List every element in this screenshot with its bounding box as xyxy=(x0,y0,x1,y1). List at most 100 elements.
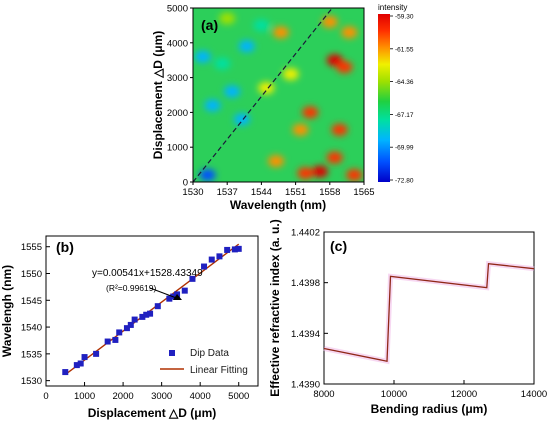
dip-data-point xyxy=(139,313,146,320)
scatter-y-tick-label: 1530 xyxy=(21,376,42,387)
dip-data-point xyxy=(216,253,223,260)
dip-data-point xyxy=(81,354,88,361)
heatmap-x-tick-label: 1558 xyxy=(319,187,340,198)
line-y-ticks: 1.4390 1.4394 1.4398 1.4402 xyxy=(291,228,328,391)
scatter-x-tick-label: 2000 xyxy=(113,391,134,402)
heatmap-x-tick-label: 1530 xyxy=(182,187,203,198)
panel-a: (a) 1530 1537 1544 1551 1558 1565 0 1000 2000 30… xyxy=(151,3,414,212)
heatmap-y-tick-label: 4000 xyxy=(167,38,188,49)
heatmap-feature xyxy=(268,155,285,168)
scatter-x-tick-label: 0 xyxy=(43,391,48,402)
heatmap-y-tick-label: 1000 xyxy=(167,143,188,154)
line-plot-frame xyxy=(323,231,535,385)
index-curve-line xyxy=(323,262,535,362)
index-curve-glow xyxy=(323,260,535,365)
heatmap-feature xyxy=(238,40,255,53)
dip-data-point xyxy=(208,256,215,263)
dip-data-point xyxy=(154,303,161,310)
heatmap-feature xyxy=(219,12,236,25)
panel-c: 8000 10000 12000 14000 1.43901.43941.43981.… xyxy=(268,219,547,416)
heatmap-y-ticks: 0 1000 2000 3000 4000 5000 xyxy=(167,4,193,189)
scatter-x-tick-label: 4000 xyxy=(190,391,211,402)
heatmap-feature xyxy=(199,169,216,182)
line-x-tick-label: 10000 xyxy=(381,389,407,400)
equation-arrow-shaft xyxy=(149,287,180,300)
heatmap-feature xyxy=(341,26,358,39)
dip-data-point xyxy=(93,350,100,357)
heatmap-features xyxy=(194,12,363,182)
dip-data-point xyxy=(181,287,188,294)
scatter-y-tick-label: 1545 xyxy=(21,296,42,307)
equation-arrow-head xyxy=(173,294,182,300)
colorbar xyxy=(378,14,390,182)
heatmap-feature xyxy=(302,106,319,119)
dip-data-point xyxy=(147,310,154,317)
dip-data-points xyxy=(62,245,242,376)
panel-b: 0 1000 2000 3000 4000 5000 153015351540154515… xyxy=(0,235,259,420)
scatter-x-tick-label: 1000 xyxy=(74,391,95,402)
heatmap-feature xyxy=(272,26,289,39)
line-x-axis-label: Bending radius (μm) xyxy=(371,402,488,416)
line-y-tick-label: 1.4398 xyxy=(291,278,320,289)
scatter-x-axis-label: Displacement △D (μm) xyxy=(88,406,217,420)
scatter-plot-frame xyxy=(45,235,259,387)
heatmap-feature xyxy=(326,151,343,164)
scatter-y-tick-label: 1540 xyxy=(21,323,42,334)
dip-data-point xyxy=(189,275,196,282)
heatmap-feature xyxy=(346,169,363,182)
heatmap-feature xyxy=(214,57,231,70)
dip-data-point xyxy=(201,263,208,270)
heatmap-y-tick-label: 5000 xyxy=(167,4,188,15)
dip-data-point xyxy=(73,362,80,369)
heatmap-y-tick-label: 2000 xyxy=(167,108,188,119)
line-x-tick-label: 14000 xyxy=(521,389,547,400)
dip-data-point xyxy=(131,316,138,323)
heatmap-y-tick-label: 3000 xyxy=(167,73,188,84)
colorbar-tick-label: -59.30 xyxy=(395,14,414,21)
scatter-y-tick-label: 1555 xyxy=(21,242,42,253)
heatmap-area xyxy=(193,8,364,182)
heatmap-feature xyxy=(297,167,314,180)
heatmap-feature xyxy=(258,82,275,95)
scatter-x-tick-label: 3000 xyxy=(151,391,172,402)
scatter-y-tick-label: 1550 xyxy=(21,269,42,280)
line-y-tick-label: 1.4390 xyxy=(291,380,320,391)
line-y-axis-label: Effective refractive index (a. u.) xyxy=(268,219,282,396)
colorbar-ticks: -59.30 -61.55 -64.36 -67.17 -69.99 -72.80 xyxy=(390,14,414,185)
colorbar-tick-label: -61.55 xyxy=(395,46,414,53)
heatmap-feature xyxy=(194,50,211,63)
dip-data-point xyxy=(112,336,119,343)
heatmap-y-tick-label: 0 xyxy=(183,178,188,189)
heatmap-feature xyxy=(331,123,348,136)
heatmap-feature xyxy=(253,19,270,32)
dip-trend-line xyxy=(193,8,333,182)
heatmap-y-axis-label: Displacement △D (μm) xyxy=(151,31,165,160)
scatter-y-tick-label: 1535 xyxy=(21,349,42,360)
heatmap-frame xyxy=(192,7,365,183)
heatmap-feature xyxy=(312,165,329,178)
colorbar-tick-label: -64.36 xyxy=(395,79,414,86)
heatmap-feature xyxy=(282,68,299,81)
dip-data-point xyxy=(231,246,238,253)
heatmap-feature xyxy=(321,15,338,28)
scatter-y-axis-label: Wavelengh (nm) xyxy=(0,265,14,357)
line-x-tick-label: 12000 xyxy=(451,389,477,400)
dip-data-point xyxy=(62,369,69,376)
dip-data-point xyxy=(77,360,84,367)
colorbar-tick-label: -67.17 xyxy=(395,112,414,119)
scatter-y-ticks: 1530 1535 1540 1545 1550 1555 xyxy=(21,242,50,387)
legend-label-dip-data: Dip Data xyxy=(190,348,229,359)
heatmap-x-tick-label: 1537 xyxy=(217,187,238,198)
panel-label-c: (c) xyxy=(330,238,347,254)
line-x-tick-label: 8000 xyxy=(313,389,334,400)
legend-marker-dip-data xyxy=(169,350,175,356)
heatmap-x-tick-label: 1544 xyxy=(251,187,272,198)
scatter-x-tick-label: 5000 xyxy=(228,391,249,402)
colorbar-tick-label: -72.80 xyxy=(395,178,414,185)
heatmap-feature xyxy=(224,85,241,98)
heatmap-x-ticks: 1530 1537 1544 1551 1558 1565 xyxy=(182,182,375,198)
colorbar-title: intensity xyxy=(378,3,407,12)
legend-label-linear-fitting: Linear Fitting xyxy=(190,365,248,376)
heatmap-x-axis-label: Wavelength (nm) xyxy=(230,198,326,212)
dip-data-point xyxy=(127,321,134,328)
